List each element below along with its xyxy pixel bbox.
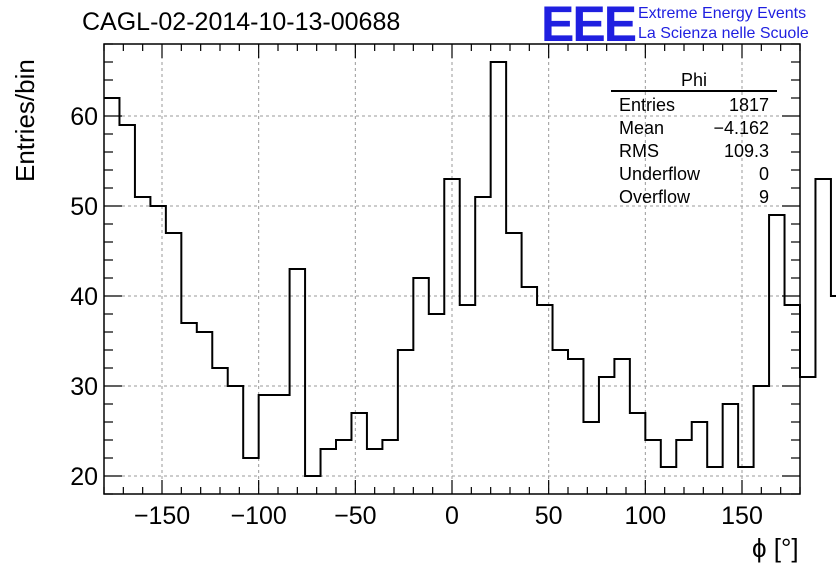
eee-logo: EEE bbox=[541, 0, 637, 52]
histogram-bin bbox=[429, 314, 444, 494]
stats-label: Mean bbox=[619, 118, 665, 138]
stats-label: Entries bbox=[619, 95, 676, 115]
logo-line-1: Extreme Energy Events bbox=[638, 5, 807, 22]
histogram-bin bbox=[382, 440, 397, 494]
histogram-bin bbox=[150, 206, 165, 494]
histogram-bin bbox=[661, 467, 676, 494]
x-tick-label: −50 bbox=[334, 502, 376, 530]
stats-row-overflow: Overflow 9 bbox=[611, 186, 777, 209]
stats-value: 109.3 bbox=[723, 141, 769, 161]
histogram-bin bbox=[305, 476, 320, 494]
histogram-bin bbox=[119, 125, 134, 494]
logo-caption: Extreme Energy Events La Scienza nelle S… bbox=[638, 4, 809, 44]
y-tick-label: 30 bbox=[70, 373, 98, 401]
histogram-bin bbox=[630, 413, 645, 494]
histogram-bin bbox=[831, 296, 836, 494]
stats-divider bbox=[611, 90, 777, 92]
histogram-bin bbox=[228, 386, 243, 494]
x-tick-label: −150 bbox=[134, 502, 190, 530]
y-axis-label: Entries/bin bbox=[10, 59, 40, 182]
x-tick-label: 0 bbox=[445, 502, 459, 530]
histogram-bin bbox=[336, 440, 351, 494]
histogram-bin bbox=[135, 197, 150, 494]
histogram-bin bbox=[413, 278, 428, 494]
y-tick-label: 50 bbox=[70, 193, 98, 221]
histogram-bin bbox=[553, 350, 568, 494]
histogram-bin bbox=[723, 404, 738, 494]
y-tick-label: 60 bbox=[70, 103, 98, 131]
x-tick-label: 150 bbox=[721, 502, 763, 530]
x-tick-label: 50 bbox=[535, 502, 563, 530]
histogram-bin bbox=[460, 305, 475, 494]
stats-name: Phi bbox=[680, 70, 707, 90]
plot-frame bbox=[103, 43, 801, 495]
histogram-bin bbox=[212, 368, 227, 494]
histogram-bin bbox=[599, 377, 614, 494]
stats-row-mean: Mean −4.162 bbox=[611, 117, 777, 140]
histogram-bin bbox=[274, 395, 289, 494]
histogram-bin bbox=[676, 440, 691, 494]
axis-ticks: −150 −100 −50 0 50 100 150 20 30 40 50 60 bbox=[70, 43, 801, 530]
histogram-bin bbox=[166, 233, 181, 494]
stats-row-rms: RMS 109.3 bbox=[611, 140, 777, 163]
histogram-bin bbox=[583, 422, 598, 494]
histogram-bin bbox=[754, 386, 769, 494]
chart-title: CAGL-02-2014-10-13-00688 bbox=[82, 8, 401, 36]
histogram-bin bbox=[351, 413, 366, 494]
histogram-bin bbox=[738, 467, 753, 494]
histogram-bin bbox=[259, 395, 274, 494]
histogram-bin bbox=[769, 215, 784, 494]
logo-line-2: La Scienza nelle Scuole bbox=[638, 25, 809, 42]
histogram-bin bbox=[537, 305, 552, 494]
stats-value: −4.162 bbox=[713, 118, 769, 138]
y-tick-label: 40 bbox=[70, 283, 98, 311]
histogram-outline bbox=[104, 61, 836, 477]
histogram-bin bbox=[614, 359, 629, 494]
histogram-bin bbox=[645, 440, 660, 494]
histogram-bin bbox=[475, 197, 490, 494]
stats-label: Overflow bbox=[619, 187, 691, 207]
histogram-bin bbox=[815, 179, 830, 494]
grid-lines bbox=[104, 44, 800, 494]
stats-box: Phi Entries 1817 Mean −4.162 RMS 109.3 U… bbox=[611, 70, 777, 209]
stats-value: 1817 bbox=[728, 95, 769, 115]
histogram-bin bbox=[692, 422, 707, 494]
histogram-bin bbox=[197, 332, 212, 494]
histogram-bin bbox=[785, 305, 800, 494]
histogram-bin bbox=[522, 287, 537, 494]
histogram-bin bbox=[707, 467, 722, 494]
stats-row-entries: Entries 1817 bbox=[611, 94, 777, 117]
histogram-bin bbox=[491, 62, 506, 494]
y-tick-label: 20 bbox=[70, 463, 98, 491]
stats-row-underflow: Underflow 0 bbox=[611, 163, 777, 186]
histogram-bin bbox=[398, 350, 413, 494]
histogram-bin bbox=[181, 323, 196, 494]
stats-value: 9 bbox=[758, 187, 769, 207]
histogram-bin bbox=[800, 377, 815, 494]
stats-value: 0 bbox=[758, 164, 769, 184]
histogram-bin bbox=[506, 233, 521, 494]
histogram-bin bbox=[290, 269, 305, 494]
x-tick-label: −100 bbox=[231, 502, 287, 530]
x-axis-label: ϕ [°] bbox=[752, 533, 799, 563]
histogram-bin bbox=[568, 359, 583, 494]
stats-label: RMS bbox=[619, 141, 659, 161]
histogram-bin bbox=[321, 449, 336, 494]
x-tick-label: 100 bbox=[624, 502, 666, 530]
stats-label: Underflow bbox=[619, 164, 701, 184]
